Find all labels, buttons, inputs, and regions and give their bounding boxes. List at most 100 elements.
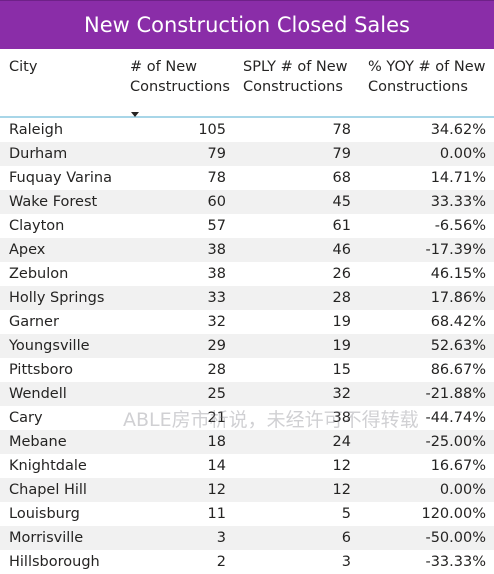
- table-body: Raleigh 105 78 34.62% Durham 79 79 0.00% Fuquay …: [0, 117, 494, 574]
- cell-new-constructions: 18: [121, 430, 234, 454]
- cell-sply: 32: [234, 382, 359, 406]
- table-header-row: City # of New Constructions SPLY # of Ne…: [0, 48, 494, 118]
- column-header-label-line1: % YOY # of New: [368, 59, 486, 75]
- cell-city: Holly Springs: [0, 286, 121, 310]
- table-row[interactable]: Morrisville 3 6 -50.00%: [0, 526, 494, 550]
- table-row[interactable]: Garner 32 19 68.42%: [0, 310, 494, 334]
- table-row[interactable]: Wake Forest 60 45 33.33%: [0, 190, 494, 214]
- table-row[interactable]: Knightdale 14 12 16.67%: [0, 454, 494, 478]
- cell-city: Fuquay Varina: [9, 170, 112, 186]
- column-header-yoy[interactable]: % YOY # of New Constructions: [359, 48, 494, 118]
- cell-new-constructions: 14: [207, 458, 226, 474]
- cell-city: Knightdale: [9, 458, 87, 474]
- cell-sply: 26: [332, 266, 351, 282]
- table-row[interactable]: Zebulon 38 26 46.15%: [0, 262, 494, 286]
- table-row[interactable]: Chapel Hill 12 12 0.00%: [0, 478, 494, 502]
- cell-city: Apex: [0, 238, 121, 262]
- cell-city: Pittsboro: [9, 362, 73, 378]
- cell-yoy: 120.00%: [421, 506, 486, 522]
- column-header-label-line2: Constructions: [243, 79, 343, 95]
- table-row[interactable]: Youngsville 29 19 52.63%: [0, 334, 494, 358]
- cell-sply: 46: [234, 238, 359, 262]
- column-header-city[interactable]: City: [0, 48, 121, 118]
- cell-new-constructions: 38: [207, 266, 226, 282]
- cell-city: Garner: [9, 314, 59, 330]
- cell-sply: 38: [332, 410, 351, 426]
- cell-new-constructions: 3: [121, 526, 234, 550]
- column-header-label: City: [9, 59, 38, 75]
- column-header-label-line1: SPLY # of New: [243, 59, 348, 75]
- table-row[interactable]: Fuquay Varina 78 68 14.71%: [0, 166, 494, 190]
- cell-yoy: -17.39%: [359, 238, 494, 262]
- cell-yoy: -50.00%: [359, 526, 494, 550]
- cell-new-constructions: 60: [121, 190, 234, 214]
- cell-city: Morrisville: [0, 526, 121, 550]
- cell-new-constructions: 29: [121, 334, 234, 358]
- table-row[interactable]: Clayton 57 61 -6.56%: [0, 214, 494, 238]
- cell-new-constructions: 79: [121, 142, 234, 166]
- cell-city: Wake Forest: [0, 190, 121, 214]
- column-header-label-line2: Constructions: [130, 79, 230, 95]
- cell-new-constructions: 25: [121, 382, 234, 406]
- cell-city: Hillsborough: [9, 554, 100, 570]
- sales-table: City # of New Constructions SPLY # of Ne…: [0, 48, 494, 574]
- cell-new-constructions: 2: [216, 554, 226, 570]
- cell-yoy: 34.62%: [430, 122, 486, 138]
- cell-sply: 78: [332, 122, 351, 138]
- report-title: New Construction Closed Sales: [84, 13, 410, 37]
- cell-sply: 19: [332, 314, 351, 330]
- cell-new-constructions: 32: [207, 314, 226, 330]
- cell-city: Cary: [9, 410, 43, 426]
- cell-sply: 45: [234, 190, 359, 214]
- table-row[interactable]: Raleigh 105 78 34.62%: [0, 117, 494, 142]
- report-title-bar: New Construction Closed Sales: [0, 0, 494, 49]
- cell-sply: 12: [234, 478, 359, 502]
- cell-city: Wendell: [0, 382, 121, 406]
- cell-sply: 5: [341, 506, 351, 522]
- cell-new-constructions: 78: [207, 170, 226, 186]
- column-header-label-line1: # of New: [130, 59, 197, 75]
- table-row[interactable]: Holly Springs 33 28 17.86%: [0, 286, 494, 310]
- sort-descending-icon[interactable]: [131, 112, 139, 117]
- cell-city: Youngsville: [0, 334, 121, 358]
- table-row[interactable]: Mebane 18 24 -25.00%: [0, 430, 494, 454]
- table-row[interactable]: Apex 38 46 -17.39%: [0, 238, 494, 262]
- column-header-label-line2: Constructions: [368, 79, 468, 95]
- table-row[interactable]: Pittsboro 28 15 86.67%: [0, 358, 494, 382]
- cell-yoy: 52.63%: [359, 334, 494, 358]
- cell-sply: 28: [234, 286, 359, 310]
- cell-yoy: -44.74%: [425, 410, 486, 426]
- cell-new-constructions: 28: [207, 362, 226, 378]
- cell-yoy: 33.33%: [359, 190, 494, 214]
- cell-new-constructions: 33: [121, 286, 234, 310]
- cell-city: Raleigh: [9, 122, 64, 138]
- table-row[interactable]: Hillsborough 2 3 -33.33%: [0, 550, 494, 574]
- cell-sply: 15: [332, 362, 351, 378]
- cell-sply: 6: [234, 526, 359, 550]
- table-row[interactable]: Wendell 25 32 -21.88%: [0, 382, 494, 406]
- cell-yoy: 68.42%: [430, 314, 486, 330]
- cell-sply: 12: [332, 458, 351, 474]
- cell-yoy: 0.00%: [359, 142, 494, 166]
- cell-new-constructions: 38: [121, 238, 234, 262]
- cell-new-constructions: 105: [198, 122, 226, 138]
- cell-yoy: -25.00%: [359, 430, 494, 454]
- sales-table-container[interactable]: City # of New Constructions SPLY # of Ne…: [0, 48, 494, 570]
- cell-sply: 61: [332, 218, 351, 234]
- cell-city: Zebulon: [9, 266, 69, 282]
- cell-sply: 79: [234, 142, 359, 166]
- table-row[interactable]: Cary 21 38 -44.74%: [0, 406, 494, 430]
- cell-yoy: 17.86%: [359, 286, 494, 310]
- table-row[interactable]: Louisburg 11 5 120.00%: [0, 502, 494, 526]
- cell-yoy: -6.56%: [434, 218, 486, 234]
- cell-city: Chapel Hill: [0, 478, 121, 502]
- cell-yoy: 46.15%: [430, 266, 486, 282]
- column-header-sply[interactable]: SPLY # of New Constructions: [234, 48, 359, 118]
- table-row[interactable]: Durham 79 79 0.00%: [0, 142, 494, 166]
- cell-sply: 3: [341, 554, 351, 570]
- cell-yoy: -21.88%: [359, 382, 494, 406]
- column-header-new-constructions[interactable]: # of New Constructions: [121, 48, 234, 118]
- cell-yoy: 14.71%: [430, 170, 486, 186]
- cell-new-constructions: 21: [207, 410, 226, 426]
- cell-yoy: -33.33%: [425, 554, 486, 570]
